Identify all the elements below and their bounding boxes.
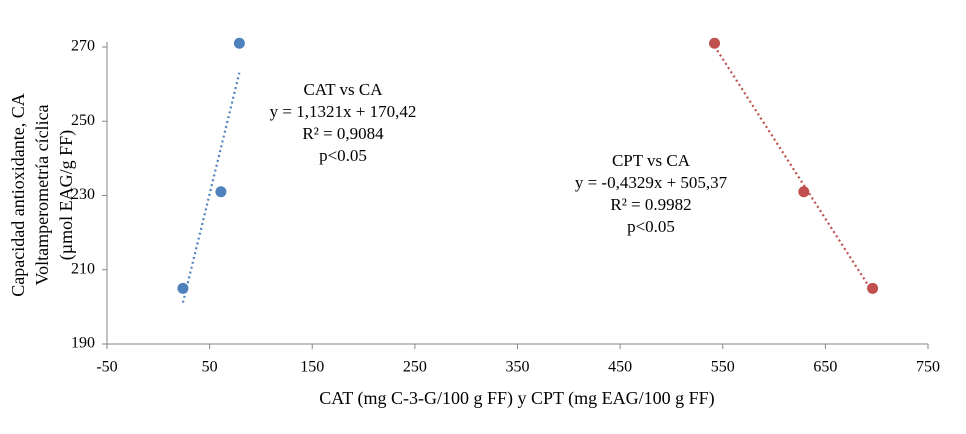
annotation: R² = 0,9084 <box>302 124 384 143</box>
annotation: CAT vs CA <box>303 80 383 99</box>
trendline <box>713 45 874 293</box>
x-tick-label: 150 <box>300 359 324 376</box>
point <box>867 282 879 294</box>
y-axis-title: (µmol EAG/g FF) <box>56 130 77 260</box>
trendline <box>181 72 241 303</box>
annotation: y = 1,1321x + 170,42 <box>270 102 417 121</box>
y-tick-label: 270 <box>71 38 95 55</box>
x-tick-label: 350 <box>506 359 530 376</box>
x-tick-label: 250 <box>403 359 427 376</box>
annotation: p<0.05 <box>319 146 367 165</box>
point <box>233 37 245 49</box>
y-tick-label: 230 <box>71 186 95 203</box>
annotation: R² = 0.9982 <box>610 195 691 214</box>
annotation: y = -0,4329x + 505,37 <box>575 173 728 192</box>
x-tick-label: 450 <box>608 359 632 376</box>
x-tick-label: 650 <box>813 359 837 376</box>
point <box>177 282 189 294</box>
y-tick-label: 210 <box>71 260 95 277</box>
annotation: CPT vs CA <box>612 151 691 170</box>
x-tick-label: 750 <box>916 359 940 376</box>
x-tick-label: 50 <box>202 359 218 376</box>
x-tick-label: -50 <box>96 359 117 376</box>
point <box>798 186 810 198</box>
y-tick-label: 190 <box>71 335 95 352</box>
point <box>215 186 227 198</box>
x-axis-title: CAT (mg C-3-G/100 g FF) y CPT (mg EAG/10… <box>319 388 714 409</box>
y-tick-label: 250 <box>71 112 95 129</box>
y-axis-title: Voltamperometría cíclica <box>32 104 52 285</box>
annotation: p<0.05 <box>627 217 675 236</box>
y-axis-title: Capacidad antioxidante, CA <box>8 93 28 296</box>
point <box>709 37 721 49</box>
x-tick-label: 550 <box>711 359 735 376</box>
